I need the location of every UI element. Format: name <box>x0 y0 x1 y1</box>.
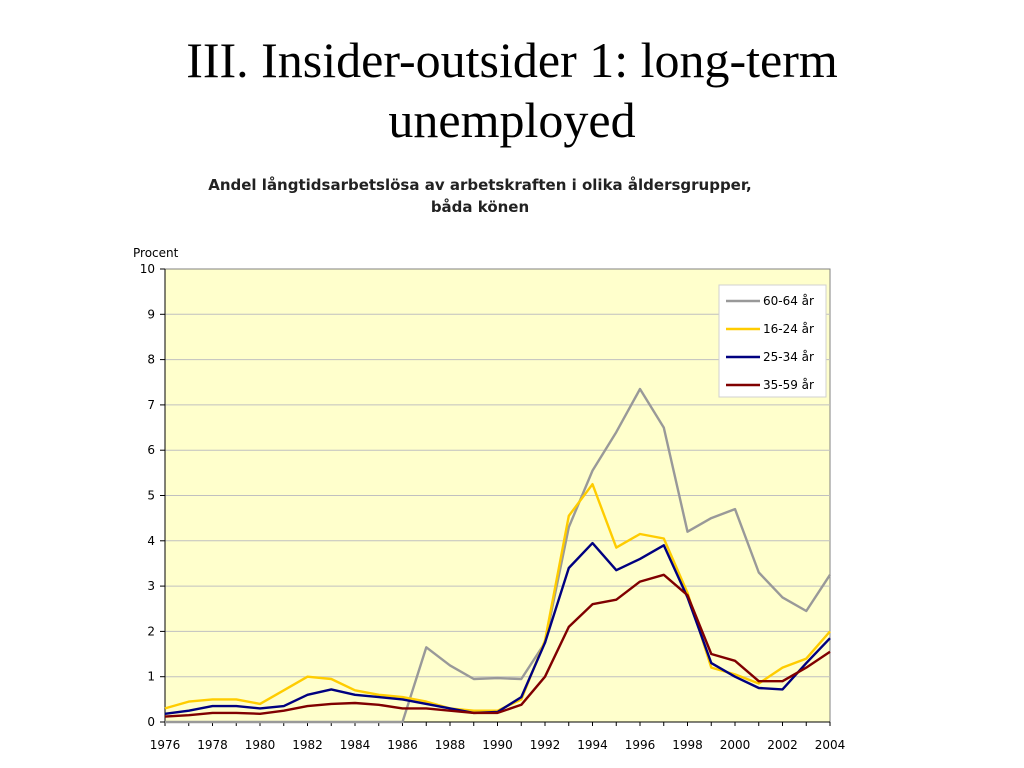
x-tick-label: 1976 <box>150 738 181 752</box>
y-axis-label: Procent <box>133 246 179 260</box>
y-tick-label: 1 <box>147 670 155 684</box>
chart-title-line-2: båda könen <box>430 198 530 216</box>
series-line-60-64-r <box>165 387 832 724</box>
x-tick-label: 1986 <box>387 738 418 752</box>
x-tick-label: 1980 <box>245 738 276 752</box>
x-tick-label: 1984 <box>340 738 371 752</box>
y-tick-label: 2 <box>147 624 155 638</box>
series-line-35-59-r <box>164 573 831 718</box>
legend-label: 60-64 år <box>763 294 814 308</box>
x-tick-label: 1998 <box>672 738 703 752</box>
legend-label: 16-24 år <box>763 322 814 336</box>
legend-box <box>718 284 827 398</box>
x-tick-label: 1994 <box>577 738 608 752</box>
slide-title: III. Insider-outsider 1: long-term unemp… <box>0 30 1024 150</box>
y-tick-label: 3 <box>147 579 155 593</box>
x-tick-label: 1988 <box>435 738 466 752</box>
legend-label: 35-59 år <box>763 378 814 392</box>
legend-label: 25-34 år <box>763 350 814 364</box>
y-tick-label: 8 <box>147 353 155 367</box>
x-tick-label: 2002 <box>767 738 798 752</box>
x-axis: 1976 1978 1980 1982 1984 1986 1988 1990 1992 1994… <box>150 721 846 752</box>
y-tick-label: 7 <box>147 398 155 412</box>
slide-title-line-1: III. Insider-outsider 1: long-term <box>186 32 838 88</box>
x-tick-label: 2004 <box>815 738 846 752</box>
y-tick-label: 5 <box>147 489 155 503</box>
x-tick-label: 1992 <box>530 738 561 752</box>
legend: 60-64 år 16-24 år 25-34 år 35-59 år <box>718 284 827 398</box>
y-tick-label: 10 <box>140 262 155 276</box>
x-tick-label: 1978 <box>197 738 228 752</box>
chart-title: Andel långtidsarbetslösa av arbetskrafte… <box>160 174 800 218</box>
x-tick-label: 1982 <box>292 738 323 752</box>
y-tick-label: 9 <box>147 307 155 321</box>
series-lines <box>164 387 832 724</box>
x-tick-label: 2000 <box>720 738 751 752</box>
chart-title-line-1: Andel långtidsarbetslösa av arbetskrafte… <box>208 176 752 194</box>
x-tick-label: 1990 <box>482 738 513 752</box>
slide-title-line-2: unemployed <box>388 92 636 148</box>
y-tick-label: 4 <box>147 534 155 548</box>
y-axis: 0 1 2 3 4 5 6 7 8 9 10 <box>140 262 166 729</box>
x-tick-label: 1996 <box>625 738 656 752</box>
y-tick-label: 6 <box>147 443 155 457</box>
y-tick-label: 0 <box>147 715 155 729</box>
